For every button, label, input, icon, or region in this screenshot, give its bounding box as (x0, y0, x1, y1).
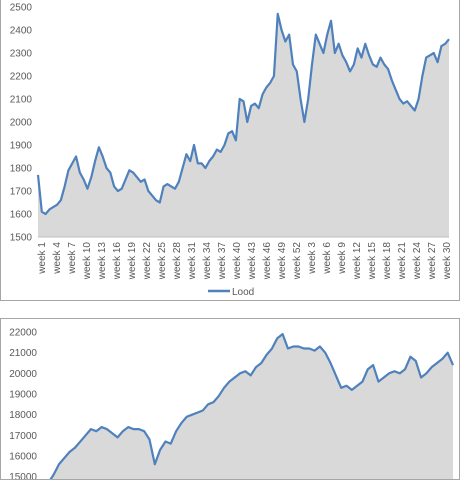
x-tick-label: week 30 (442, 242, 453, 281)
y-tick-label: 22000 (9, 328, 37, 339)
y-tick-label: 2000 (10, 118, 33, 129)
x-tick-label: week 18 (382, 242, 393, 281)
x-tick-label: week 28 (172, 242, 183, 281)
x-tick-label: week 13 (97, 242, 108, 281)
y-tick-label: 2500 (10, 3, 33, 14)
x-tick-label: week 3 (307, 242, 318, 275)
x-tick-label: week 10 (82, 242, 93, 281)
x-tick-label: week 15 (367, 242, 378, 281)
x-tick-label: week 22 (142, 242, 153, 281)
y-tick-label: 1800 (10, 164, 33, 175)
x-tick-label: week 7 (67, 242, 78, 275)
x-tick-label: week 12 (352, 242, 363, 281)
y-tick-label: 1700 (10, 187, 33, 198)
x-tick-label: week 46 (262, 242, 273, 281)
x-tick-label: week 27 (427, 242, 438, 281)
y-tick-label: 1500 (10, 233, 33, 244)
x-tick-label: week 1 (37, 242, 48, 275)
series-line (49, 332, 455, 479)
y-tick-label: 1600 (10, 210, 33, 221)
x-tick-label: week 43 (247, 242, 258, 281)
series-area (50, 334, 453, 479)
x-tick-label: week 9 (337, 242, 348, 275)
y-tick-label: 21000 (9, 348, 37, 359)
top-area-chart: 1500 1600 1700 1800 1900 2000 2100 2200 2300 2400… (10, 3, 453, 299)
y-tick-label: 19000 (9, 390, 37, 401)
y-tick-label: 16000 (9, 452, 37, 463)
x-tick-label: week 31 (187, 242, 198, 281)
y-tick-label: 1900 (10, 141, 33, 152)
x-tick-label: week 52 (292, 242, 303, 281)
y-tick-label: 2400 (10, 26, 33, 37)
y-tick-label: 18000 (9, 410, 37, 421)
y-tick-label: 20000 (9, 369, 37, 380)
bottom-area-chart: 15000 16000 17000 18000 19000 20000 21000 22000 (9, 328, 455, 479)
x-tick-label: week 6 (322, 242, 333, 275)
x-tick-label: week 40 (232, 242, 243, 281)
x-tick-label: week 49 (277, 242, 288, 281)
y-tick-label: 15000 (9, 472, 37, 479)
x-tick-label: week 4 (52, 242, 63, 275)
bottom-chart-panel: 15000 16000 17000 18000 19000 20000 21000 22000 (0, 318, 460, 480)
y-tick-label: 17000 (9, 431, 37, 442)
x-tick-label: week 19 (127, 242, 138, 281)
x-tick-label: week 24 (412, 242, 423, 281)
legend-label: Lood (232, 287, 254, 298)
x-tick-label: week 25 (157, 242, 168, 281)
y-tick-label: 2300 (10, 49, 33, 60)
x-tick-label: week 21 (397, 242, 408, 281)
x-tick-label: week 34 (202, 242, 213, 281)
top-chart-panel: 1500 1600 1700 1800 1900 2000 2100 2200 2300 2400… (0, 0, 460, 301)
x-tick-label: week 16 (112, 242, 123, 281)
x-tick-label: week 37 (217, 242, 228, 281)
y-tick-label: 2200 (10, 72, 33, 83)
y-tick-label: 2100 (10, 95, 33, 106)
series-line (36, 12, 450, 216)
series-area (38, 13, 449, 238)
